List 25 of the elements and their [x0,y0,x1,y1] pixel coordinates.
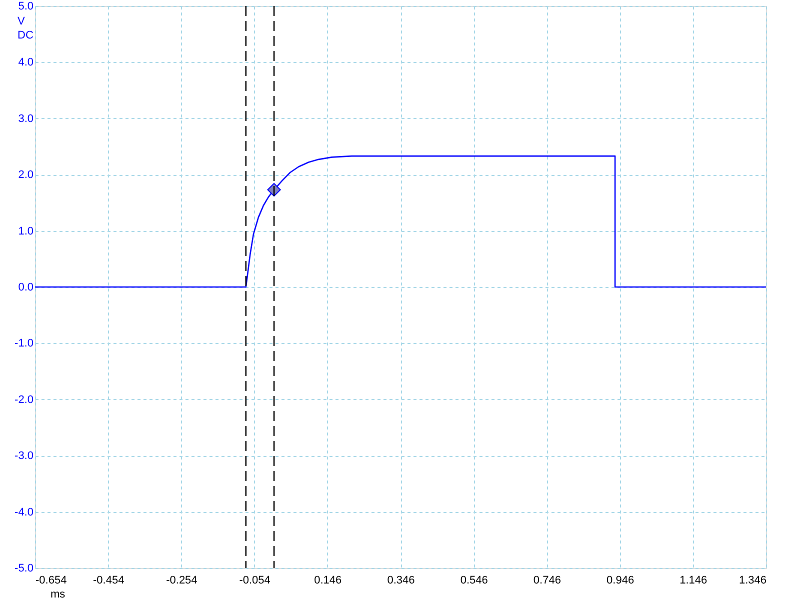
y-tick-label: 0.0 [18,282,34,294]
x-tick-label: 0.746 [533,574,561,586]
x-tick-label: -0.054 [239,574,270,586]
y-tick-label: -1.0 [14,338,34,350]
x-tick-label: 1.146 [680,574,708,586]
y-tick-label: 1.0 [18,225,34,238]
x-tick-label: -0.654 [36,574,67,586]
x-tick-label: -0.454 [93,574,124,586]
x-tick-label: 0.946 [606,574,634,586]
y-axis-title: V DC [18,16,34,42]
x-tick-label: 0.346 [387,574,415,586]
x-tick-label: -0.254 [166,574,198,586]
y-tick-label: 4.0 [18,56,34,69]
x-tick-label: 0.146 [314,574,342,586]
x-axis-title: ms [50,588,66,600]
y-tick-label: 3.0 [18,112,34,125]
y-tick-label: -5.0 [14,562,34,574]
x-tick-label: 0.546 [460,574,488,586]
y-tick-label: -2.0 [14,394,34,406]
y-tick-label: -3.0 [14,450,34,462]
y-tick-label: 2.0 [18,169,34,182]
y-tick-label: -4.0 [14,506,34,518]
x-tick-label: 1.346 [738,574,766,586]
y-tick-label: 5.0 [18,0,34,12]
line-series [35,155,766,288]
